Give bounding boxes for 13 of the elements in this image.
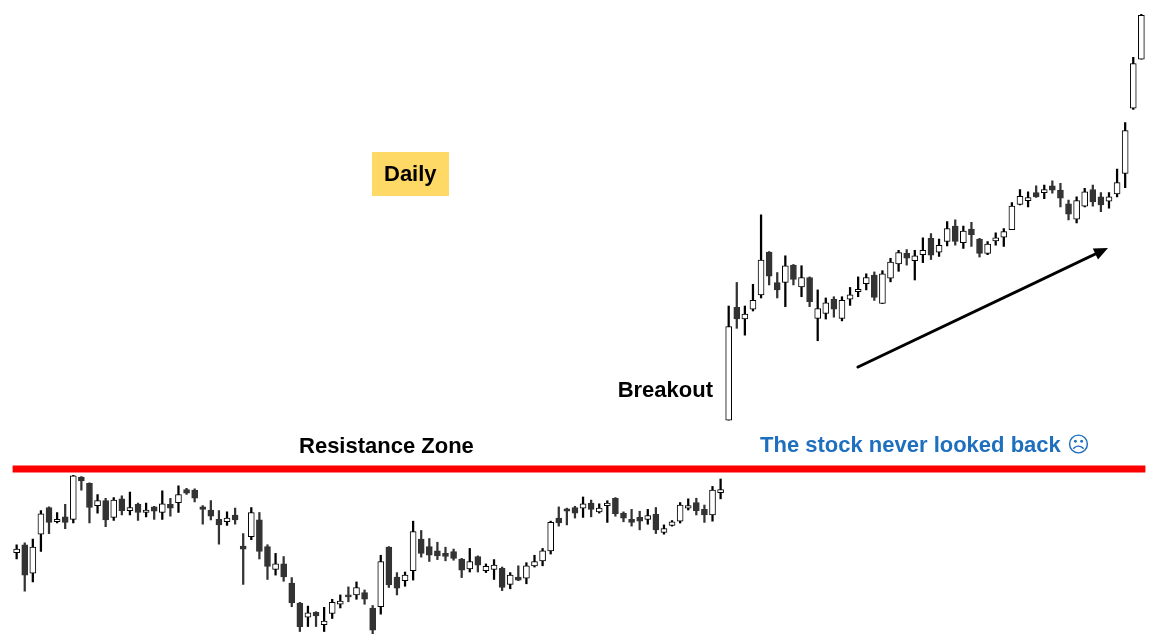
candlestick	[968, 221, 975, 247]
candlestick	[175, 485, 182, 513]
annotation: Breakout	[617, 377, 714, 403]
candlestick	[272, 553, 279, 576]
candlestick	[798, 265, 805, 298]
ref-line-label: Resistance Zone	[299, 433, 474, 459]
text: Daily	[372, 152, 449, 196]
candlestick	[442, 546, 449, 562]
annotation: The stock never looked back ☹	[760, 432, 1090, 458]
candlestick	[78, 476, 85, 491]
candlestick	[628, 509, 635, 527]
candlestick	[167, 497, 174, 517]
candlestick	[717, 478, 724, 500]
